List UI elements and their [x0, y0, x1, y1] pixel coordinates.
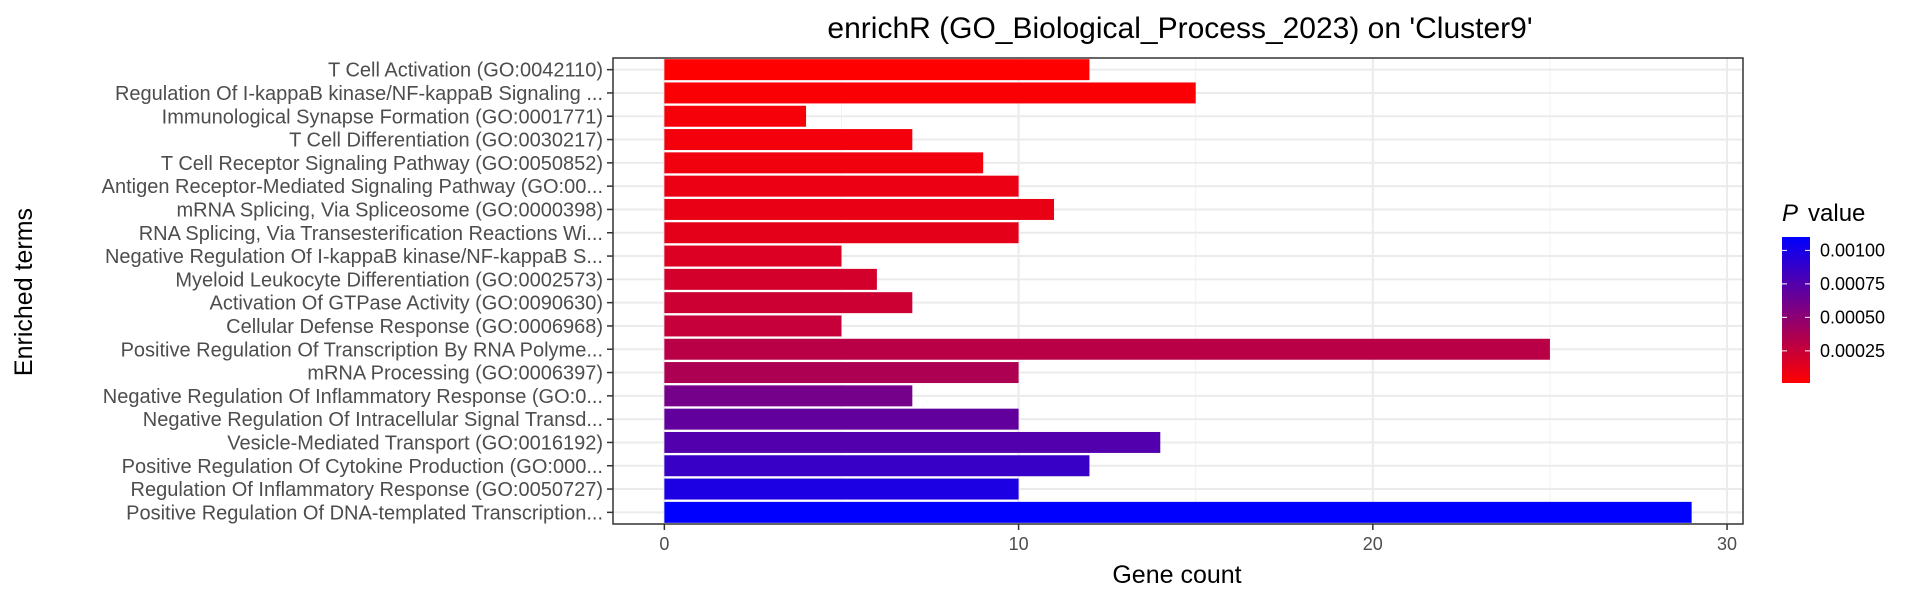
category-label: Negative Regulation Of Intracellular Sig…	[143, 409, 603, 431]
category-label: Regulation Of I-kappaB kinase/NF-kappaB …	[115, 83, 603, 105]
category-label: T Cell Differentiation (GO:0030217)	[289, 130, 603, 152]
x-tick-label: 10	[1009, 534, 1029, 554]
y-axis-title: Enriched terms	[10, 208, 38, 376]
x-tick-label: 20	[1363, 534, 1383, 554]
chart-title: enrichR (GO_Biological_Process_2023) on …	[827, 12, 1532, 45]
legend-title-rest: value	[1808, 200, 1865, 227]
category-label: RNA Splicing, Via Transesterification Re…	[139, 223, 603, 245]
category-label: mRNA Splicing, Via Spliceosome (GO:00003…	[176, 199, 603, 221]
category-label: Negative Regulation Of I-kappaB kinase/N…	[105, 246, 603, 268]
legend-label: 0.00100	[1820, 240, 1885, 260]
bar	[664, 362, 1019, 384]
x-tick-label: 0	[659, 534, 669, 554]
category-label: Cellular Defense Response (GO:0006968)	[226, 316, 603, 338]
bar	[664, 175, 1019, 197]
bar	[664, 268, 877, 290]
legend-label: 0.00075	[1820, 274, 1885, 294]
category-label: Immunological Synapse Formation (GO:0001…	[162, 106, 603, 128]
x-axis-title: Gene count	[1112, 561, 1241, 589]
bar	[664, 385, 913, 407]
bar	[664, 82, 1196, 104]
bar	[664, 292, 913, 314]
category-label: Positive Regulation Of Cytokine Producti…	[122, 456, 603, 478]
category-label: T Cell Activation (GO:0042110)	[328, 60, 603, 82]
bar	[664, 152, 984, 174]
bar	[664, 408, 1019, 430]
x-tick-label: 30	[1717, 534, 1737, 554]
bar	[664, 501, 1692, 523]
category-label: Positive Regulation Of DNA-templated Tra…	[126, 502, 603, 524]
bar	[664, 245, 842, 267]
category-label: Antigen Receptor-Mediated Signaling Path…	[102, 176, 603, 198]
category-label: Vesicle-Mediated Transport (GO:0016192)	[227, 432, 603, 454]
bar	[664, 198, 1055, 220]
legend-label: 0.00025	[1820, 341, 1885, 361]
bar	[664, 222, 1019, 244]
category-label: mRNA Processing (GO:0006397)	[307, 363, 603, 385]
bar	[664, 431, 1161, 453]
legend-colorbar	[1782, 237, 1810, 383]
panel-background	[613, 58, 1743, 524]
bar	[664, 338, 1550, 360]
bar	[664, 59, 1090, 81]
category-label: Activation Of GTPase Activity (GO:009063…	[210, 293, 604, 315]
category-label: T Cell Receptor Signaling Pathway (GO:00…	[161, 153, 603, 175]
bar	[664, 129, 913, 151]
bar	[664, 455, 1090, 477]
bar	[664, 105, 807, 127]
plot-panel: T Cell Activation (GO:0042110)Regulation…	[102, 57, 1744, 554]
category-label: Negative Regulation Of Inflammatory Resp…	[103, 386, 603, 408]
bar	[664, 315, 842, 337]
panel-border	[612, 57, 1744, 525]
category-label: Positive Regulation Of Transcription By …	[121, 339, 603, 361]
legend-label: 0.00050	[1820, 307, 1885, 327]
bar	[664, 478, 1019, 500]
legend-title-italic: P	[1782, 200, 1798, 227]
category-label: Regulation Of Inflammatory Response (GO:…	[131, 479, 603, 501]
category-label: Myeloid Leukocyte Differentiation (GO:00…	[175, 269, 603, 291]
